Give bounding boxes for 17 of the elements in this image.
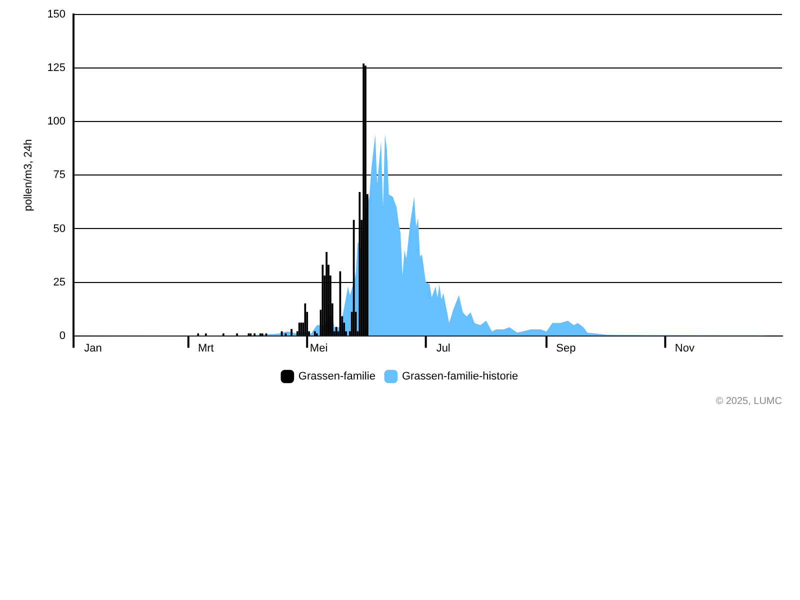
y-tick-label: 100 [47, 116, 66, 128]
x-tick-label: Mrt [198, 342, 214, 354]
y-tick-label: 25 [53, 276, 66, 288]
x-tick-label: Mei [310, 342, 328, 354]
y-tick-label: 150 [47, 8, 66, 21]
text: © 2025, LUMC [716, 396, 782, 407]
x-tick-label: Jan [84, 342, 102, 354]
y-axis-title: pollen/m3, 24h [22, 139, 35, 212]
legend-label: Grassen-familie [298, 370, 376, 383]
x-tick-label: Jul [436, 342, 450, 354]
legend-label: Grassen-familie-historie [402, 370, 518, 383]
y-tick-label: 75 [53, 169, 66, 182]
x-tick-label: Nov [674, 342, 695, 354]
y-tick-label: 125 [47, 62, 66, 74]
y-tick-label: 0 [59, 330, 66, 342]
x-tick-label: Sep [556, 342, 576, 354]
y-tick-label: 50 [53, 222, 66, 235]
